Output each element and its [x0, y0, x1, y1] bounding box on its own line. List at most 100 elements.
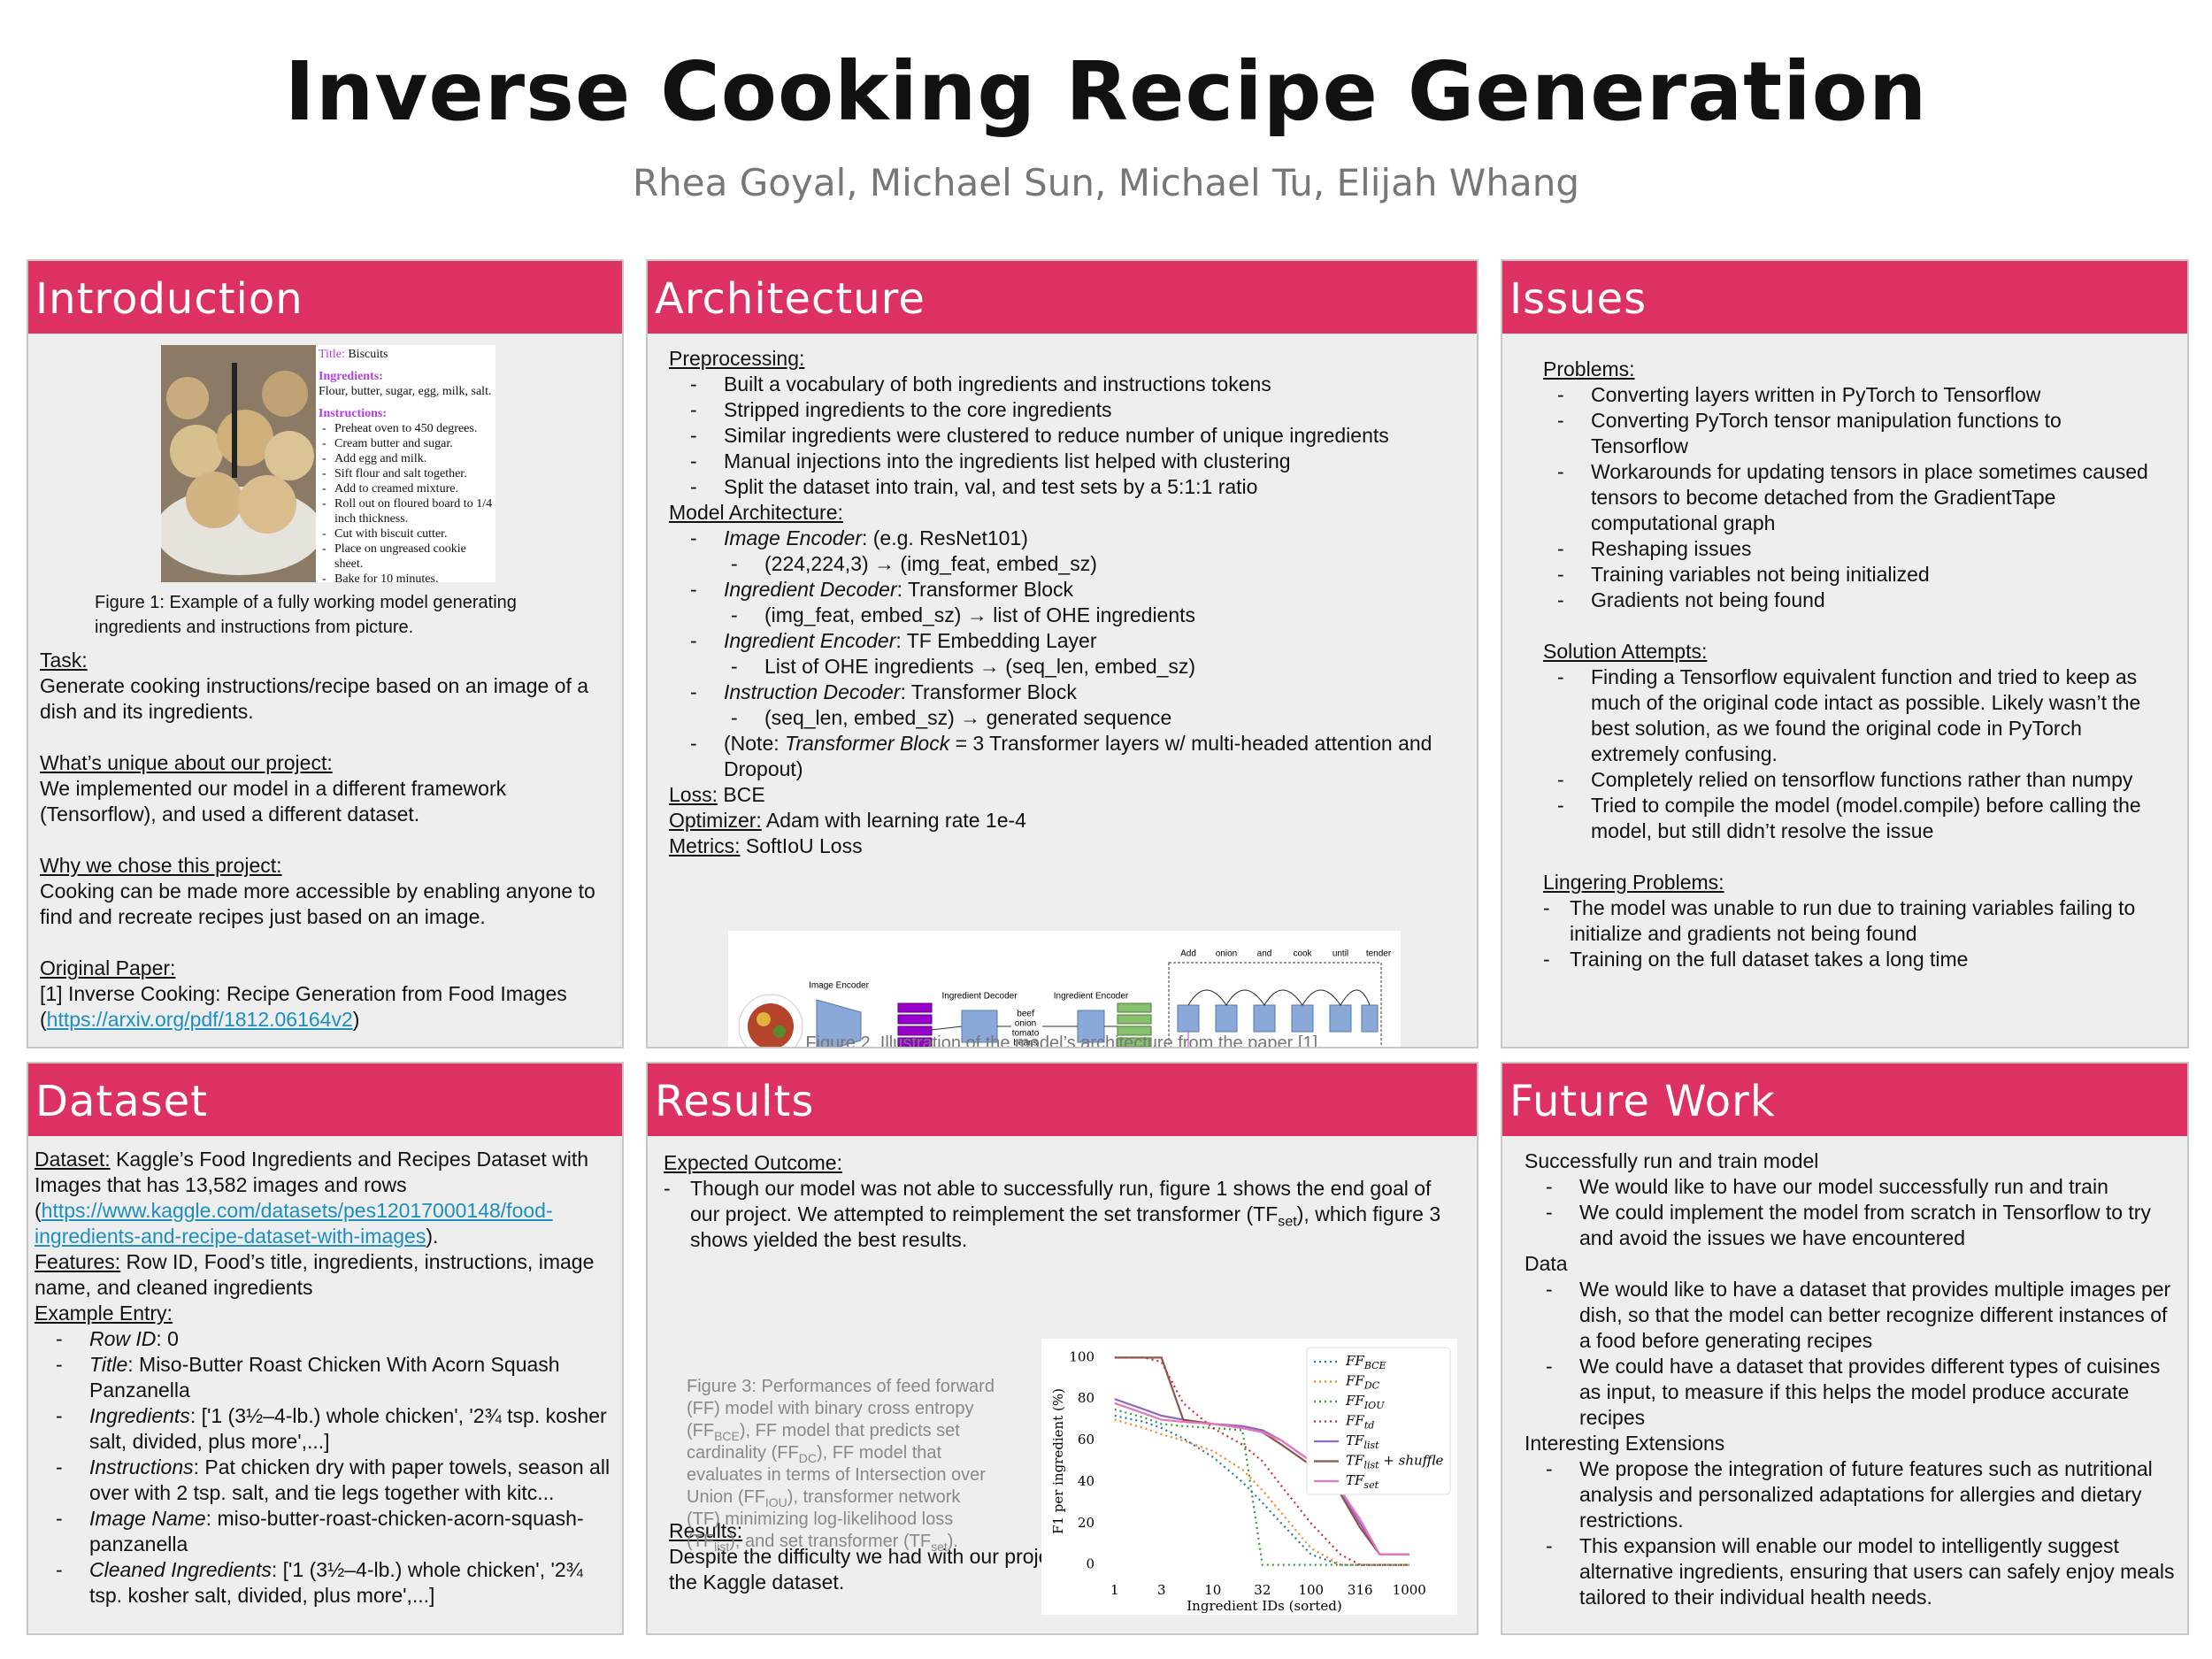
diagram-label: beans	[1013, 1039, 1037, 1048]
bullet-item: Row ID: 0	[56, 1326, 618, 1352]
paragraph: Model Architecture:	[669, 500, 1465, 526]
bullet-list: We would like to have our model successf…	[1546, 1174, 2179, 1251]
paragraph: Expected Outcome:	[664, 1150, 1460, 1176]
link[interactable]: https://www.kaggle.com/datasets/pes12017…	[35, 1199, 553, 1248]
x-tick-label: 316	[1348, 1582, 1373, 1598]
bullet-list: The model was unable to run due to train…	[1543, 895, 2162, 972]
bullet-item: Manual injections into the ingredients l…	[690, 449, 1465, 474]
text: Finding a Tensorflow equivalent function…	[1591, 665, 2141, 765]
y-tick-label: 80	[1078, 1390, 1094, 1406]
bullet-item: We would like to have a dataset that pro…	[1546, 1277, 2179, 1354]
text: Training on the full dataset takes a lon…	[1570, 948, 1969, 971]
text: Loss:	[669, 783, 718, 806]
text: : Miso-Butter Roast Chicken With Acorn S…	[89, 1353, 560, 1402]
group: Dataset: Kaggle’s Food Ingredients and R…	[35, 1147, 618, 1609]
recipe-step: Bake for 10 minutes.	[322, 572, 495, 587]
recipe-step: Add egg and milk.	[322, 451, 495, 466]
link[interactable]: https://arxiv.org/pdf/1812.06164v2	[46, 1008, 353, 1031]
text: Ingredient Decoder	[724, 578, 897, 601]
x-tick-label: 1000	[1393, 1582, 1426, 1598]
series-line	[1114, 1356, 1409, 1566]
panel-heading: Architecture	[648, 261, 1477, 334]
text: list	[714, 1540, 730, 1554]
bullet-item: Training on the full dataset takes a lon…	[1543, 947, 2162, 972]
recipe-title: Biscuits	[348, 348, 388, 361]
paragraph: Metrics: SoftIoU Loss	[669, 833, 1465, 859]
text: : miso-butter-roast-chicken-acorn-squash…	[89, 1507, 584, 1555]
text: We implemented our model in a different …	[40, 777, 507, 826]
text: (seq_len, embed_sz) → generated sequence	[764, 706, 1172, 729]
text: SoftIoU Loss	[740, 834, 863, 857]
label: Instructions:	[319, 407, 388, 420]
paragraph: Preprocessing:	[669, 346, 1465, 372]
bullet-item: (seq_len, embed_sz) → generated sequence	[731, 705, 1465, 731]
bullet-item: (224,224,3) → (img_feat, embed_sz)	[731, 551, 1465, 577]
bullet-item: The model was unable to run due to train…	[1543, 895, 2162, 947]
paragraph: We implemented our model in a different …	[40, 776, 622, 827]
text: Image Name	[89, 1507, 206, 1530]
text: This expansion will enable our model to …	[1579, 1534, 2175, 1609]
text: We would like to have our model successf…	[1579, 1175, 2108, 1198]
text: Interesting Extensions	[1525, 1432, 1725, 1455]
text: Instruction Decoder	[724, 680, 901, 703]
bullet-list: (seq_len, embed_sz) → generated sequence	[731, 705, 1465, 731]
text: Cleaned Ingredients	[89, 1558, 272, 1581]
bullet-list: Converting layers written in PyTorch to …	[1557, 382, 2162, 613]
y-tick-label: 100	[1069, 1348, 1094, 1364]
text-groups: Successfully run and train model We would…	[1525, 1148, 2179, 1610]
text: Manual injections into the ingredients l…	[724, 449, 1291, 472]
paragraph: Problems:	[1543, 357, 2162, 382]
bullet-item: Converting layers written in PyTorch to …	[1557, 382, 2162, 408]
bullet-list: Though our model was not able to success…	[664, 1176, 1460, 1253]
diagram-label: and	[1257, 949, 1272, 959]
text: What’s unique about our project:	[40, 751, 333, 774]
bullet-item: Though our model was not able to success…	[664, 1176, 1460, 1253]
legend-name: FF	[1345, 1373, 1364, 1389]
recipe-step: Preheat oven to 450 degrees.	[322, 421, 495, 436]
diagram-label: until	[1333, 949, 1348, 959]
x-axis-label: Ingredient IDs (sorted)	[1187, 1598, 1342, 1614]
text: Built a vocabulary of both ingredients a…	[724, 373, 1271, 396]
panel-heading: Issues	[1502, 261, 2187, 334]
bullet-item: This expansion will enable our model to …	[1546, 1533, 2179, 1610]
text: Though our model was not able to success…	[690, 1177, 1432, 1225]
food-photo	[161, 345, 316, 582]
legend-name: FF	[1345, 1393, 1364, 1409]
legend-name: FF	[1345, 1413, 1364, 1429]
group: What’s unique about our project: We imple…	[40, 750, 622, 827]
legend-entry: FFIOU	[1345, 1393, 1385, 1411]
text: Original Paper:	[40, 956, 176, 979]
paragraph: Dataset: Kaggle’s Food Ingredients and R…	[35, 1147, 618, 1249]
bullet-item: List of OHE ingredients → (seq_len, embe…	[731, 654, 1465, 680]
bullet-item: Cleaned Ingredients: ['1 (3½–4-lb.) whol…	[56, 1557, 618, 1609]
bullet-item: Image Name: miso-butter-roast-chicken-ac…	[56, 1506, 618, 1557]
figure-1: Title: Biscuits Ingredients: Flour, butt…	[161, 345, 495, 587]
text: Gradients not being found	[1591, 588, 1825, 611]
paragraph: Why we chose this project:	[40, 853, 622, 879]
text: Generate cooking instructions/recipe bas…	[40, 674, 589, 723]
recipe-step: Add to creamed mixture.	[322, 481, 495, 496]
recipe-text: Title: Biscuits Ingredients: Flour, butt…	[319, 347, 495, 587]
diagram-label: Image Encoder	[809, 981, 869, 991]
text: Title	[89, 1353, 128, 1376]
architecture-panel: Architecture Preprocessing: Built a vocab…	[646, 259, 1479, 1048]
text: = 3 Transformer layers w/ multi-headed a…	[724, 732, 1432, 780]
bullet-item: Image Encoder: (e.g. ResNet101) (224,224,…	[690, 526, 1465, 577]
bullet-item: Reshaping issues	[1557, 536, 2162, 562]
chart: 0 20 40 60 80 100 1 3 10 32 100 316 1000 Ingredient I…	[1050, 1347, 1451, 1614]
text: We would like to have a dataset that pro…	[1579, 1278, 2171, 1352]
diagram-label: tender	[1366, 949, 1392, 959]
series-line	[1114, 1408, 1409, 1566]
text: BCE	[717, 783, 765, 806]
group: Problems: Converting layers written in Py…	[1543, 357, 2162, 613]
diagram-label: onion	[1015, 1019, 1036, 1029]
y-tick-label: 60	[1078, 1432, 1094, 1448]
text: Ingredients	[89, 1404, 190, 1427]
group: Task: Generate cooking instructions/recip…	[40, 648, 622, 725]
series-line	[1114, 1402, 1409, 1555]
bullet-item: (Note: Transformer Block = 3 Transformer…	[690, 731, 1465, 782]
paragraph: Solution Attempts:	[1543, 639, 2162, 664]
text-groups: Preprocessing: Built a vocabulary of both…	[669, 346, 1465, 859]
legend-entry: TFset	[1346, 1472, 1379, 1491]
paragraph: Original Paper:	[40, 956, 622, 981]
